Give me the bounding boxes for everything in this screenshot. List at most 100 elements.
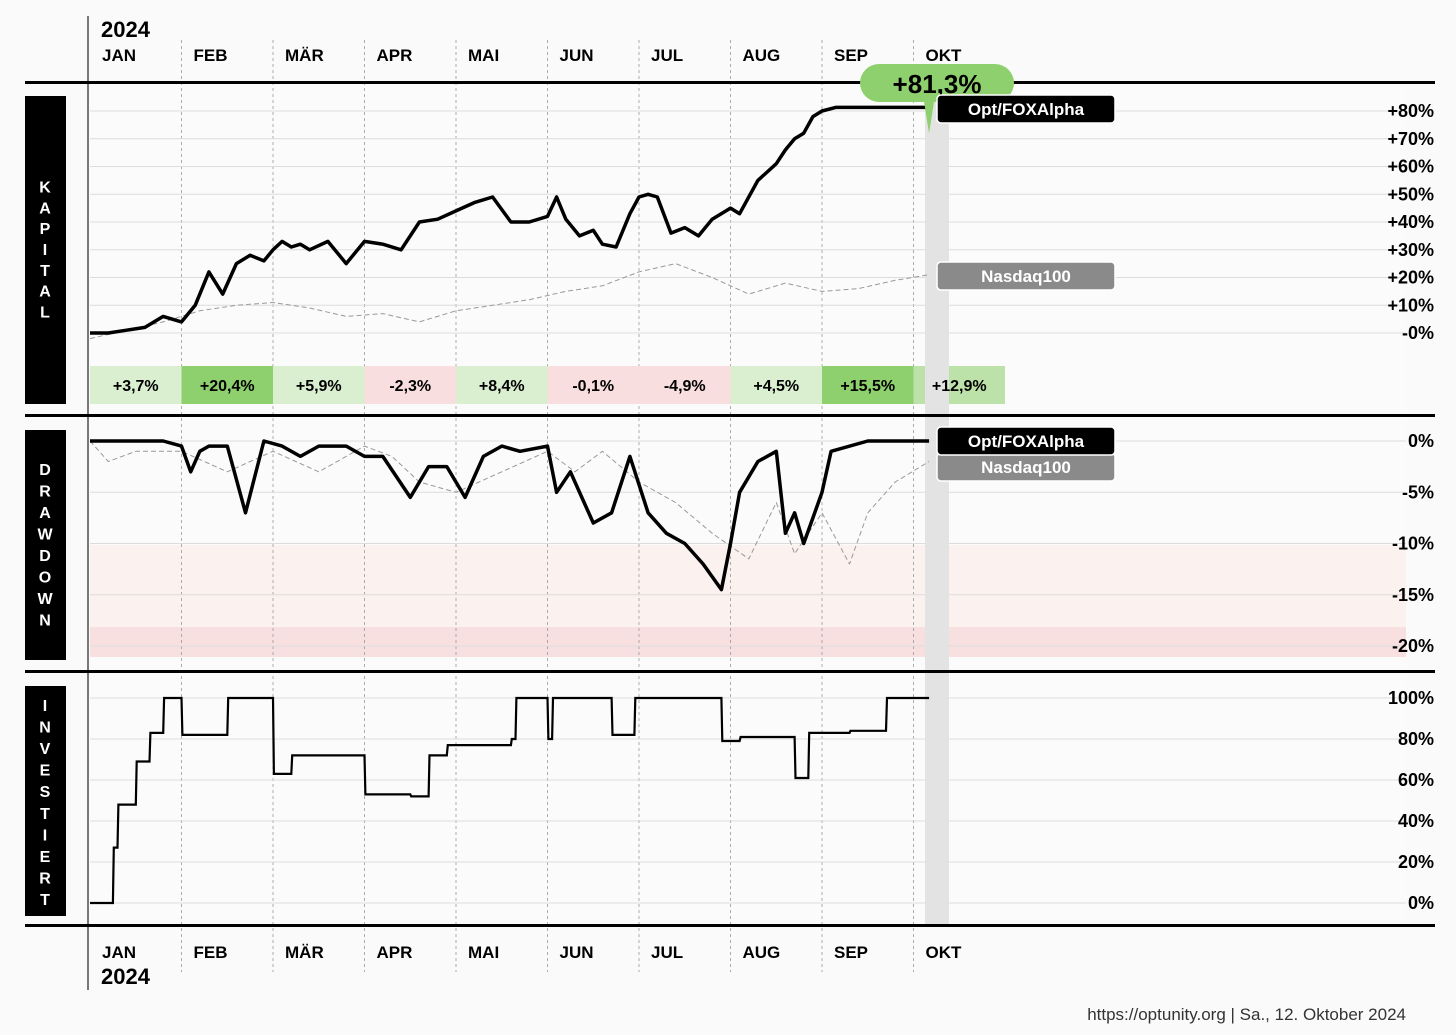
drawdown-title-letter: A <box>39 505 51 522</box>
current-period-highlight <box>925 84 949 924</box>
monthly-return-jan: +3,7% <box>113 378 159 395</box>
month-label-top-jan: JAN <box>102 46 136 65</box>
month-label-top-mär: MÄR <box>285 46 324 65</box>
investiert-tick-label: 40% <box>1398 811 1434 831</box>
drawdown-title-letter: W <box>37 591 53 608</box>
kapital-label-fox-box <box>936 94 1116 124</box>
month-label-top-jul: JUL <box>651 46 683 65</box>
investiert-title-letter: E <box>40 763 51 780</box>
investiert-panel-bg <box>90 674 1406 924</box>
year-label-top: 2024 <box>101 17 151 42</box>
bottom-separator <box>25 924 1435 927</box>
drawdown-tick-label: 0% <box>1408 431 1434 451</box>
drawdown-label-fox-box <box>936 426 1116 456</box>
footer-text: https://optunity.org | Sa., 12. Oktober … <box>1087 1005 1406 1024</box>
monthly-return-mär: +5,9% <box>296 378 342 395</box>
monthly-return-cell <box>456 366 548 404</box>
investiert-title-letter: I <box>43 827 47 844</box>
year-label-bottom: 2024 <box>101 964 151 989</box>
investiert-tick-label: 20% <box>1398 852 1434 872</box>
investiert-tick-label: 80% <box>1398 729 1434 749</box>
monthly-return-cell <box>822 366 914 404</box>
monthly-return-mai: +8,4% <box>479 378 525 395</box>
total-badge-box <box>860 64 1014 102</box>
kapital-panel-bg <box>90 84 1406 414</box>
month-label-top-apr: APR <box>377 46 413 65</box>
kapital-tick-label: +60% <box>1387 157 1434 177</box>
monthly-return-cell <box>181 366 273 404</box>
month-label-top-okt: OKT <box>926 46 963 65</box>
investiert-title-letter: T <box>40 806 50 823</box>
drawdown-label-nasdaq: Nasdaq100 <box>981 458 1071 477</box>
drawdown-title-letter: N <box>39 612 51 629</box>
monthly-return-cell <box>90 366 182 404</box>
kapital-tick-label: -0% <box>1402 323 1434 343</box>
kapital-title-letter: K <box>39 179 51 196</box>
investiert-title-letter: E <box>40 849 51 866</box>
kapital-label-nasdaq: Nasdaq100 <box>981 267 1071 286</box>
monthly-return-jun: -0,1% <box>572 378 614 395</box>
investiert-label-box <box>25 686 66 916</box>
month-label-bottom-jul: JUL <box>651 943 683 962</box>
monthly-return-cell <box>547 366 639 404</box>
month-label-bottom-jun: JUN <box>560 943 594 962</box>
drawdown-tick-label: -5% <box>1402 482 1434 502</box>
kapital-label-box <box>25 96 66 404</box>
investiert-title-letter: S <box>40 784 51 801</box>
monthly-return-cell <box>273 366 365 404</box>
month-label-bottom-sep: SEP <box>834 943 868 962</box>
monthly-return-feb: +20,4% <box>200 378 255 395</box>
investiert-title-letter: N <box>39 719 51 736</box>
total-badge-label: +81,3% <box>893 69 982 99</box>
drawdown-title-letter: W <box>37 526 53 543</box>
drawdown-warning-band <box>90 545 1406 627</box>
investiert-title-letter: V <box>40 741 51 758</box>
month-label-bottom-apr: APR <box>377 943 413 962</box>
monthly-return-aug: +4,5% <box>753 378 799 395</box>
investiert-title-letter: I <box>43 698 47 715</box>
kapital-label-nasdaq-box <box>936 261 1116 291</box>
kapital-tick-label: +10% <box>1387 295 1434 315</box>
kapital-tick-label: +30% <box>1387 240 1434 260</box>
month-label-bottom-mai: MAI <box>468 943 499 962</box>
kapital-series-nasdaq100 <box>89 263 930 340</box>
drawdown-label-box <box>25 430 66 660</box>
month-label-top-feb: FEB <box>194 46 228 65</box>
investiert-tick-label: 60% <box>1398 770 1434 790</box>
month-label-bottom-aug: AUG <box>743 943 781 962</box>
month-label-top-sep: SEP <box>834 46 868 65</box>
drawdown-title-letter: D <box>39 462 51 479</box>
monthly-return-cell <box>639 366 731 404</box>
drawdown-title-letter: D <box>39 548 51 565</box>
drawdown-title-letter: R <box>39 483 51 500</box>
kapital-tick-label: +40% <box>1387 212 1434 232</box>
top-separator <box>25 81 1435 84</box>
monthly-return-sep: +15,5% <box>840 378 895 395</box>
month-label-bottom-jan: JAN <box>102 943 136 962</box>
kapital-title-letter: T <box>40 263 50 280</box>
kapital-series-opt-foxalpha <box>90 105 930 335</box>
drawdown-danger-band <box>90 627 1406 657</box>
kapital-title-letter: L <box>40 305 50 322</box>
separator-kapital-drawdown <box>25 414 1435 417</box>
monthly-return-cell <box>730 366 822 404</box>
investiert-series-opt-foxalpha <box>90 696 930 905</box>
drawdown-title-letter: O <box>39 569 51 586</box>
drawdown-series-opt-foxalpha <box>90 439 930 592</box>
kapital-tick-label: +70% <box>1387 129 1434 149</box>
kapital-title-letter: P <box>40 221 51 238</box>
monthly-return-okt: +12,9% <box>932 378 987 395</box>
month-label-top-jun: JUN <box>560 46 594 65</box>
monthly-return-apr: -2,3% <box>389 378 431 395</box>
month-label-bottom-feb: FEB <box>194 943 228 962</box>
kapital-tick-label: +20% <box>1387 268 1434 288</box>
drawdown-tick-label: -10% <box>1392 534 1434 554</box>
monthly-return-cell <box>364 366 456 404</box>
month-label-bottom-okt: OKT <box>926 943 963 962</box>
drawdown-label-fox: Opt/FOXAlpha <box>968 432 1085 451</box>
month-label-top-aug: AUG <box>743 46 781 65</box>
separator-drawdown-investiert <box>25 670 1435 673</box>
kapital-tick-label: +50% <box>1387 184 1434 204</box>
investiert-title-letter: T <box>40 892 50 909</box>
